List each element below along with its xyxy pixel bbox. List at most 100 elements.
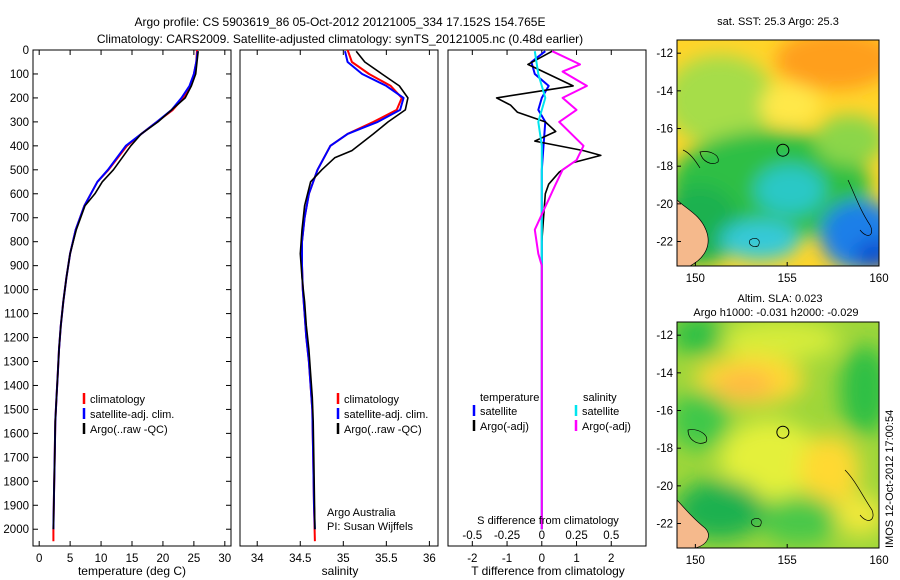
series-line-salinity-argo-adj- (533, 50, 588, 530)
difference-axes (447, 49, 647, 547)
map-x-tick-label: 150 (686, 273, 705, 285)
x-tick-label: -1 (502, 553, 512, 565)
legend-temperature-title: temperature (480, 392, 539, 404)
salinity-annotation-line1: Argo Australia (327, 507, 396, 519)
top-tick-label: -0.25 (494, 530, 520, 542)
sla-map-panel: Altim. SLA: 0.023 Argo h1000: -0.031 h20… (656, 293, 889, 567)
x-tick-label: 36 (423, 553, 436, 565)
map-y-tick-label: -22 (656, 237, 673, 249)
legend-sal-sat: satellite (582, 406, 619, 418)
y-tick-label: 1200 (3, 333, 29, 345)
legend-climatology: climatology (90, 394, 146, 406)
salinity-axes (239, 49, 439, 547)
x-tick-label: 35 (337, 553, 350, 565)
legend-argo: Argo(..raw -QC) (344, 424, 422, 436)
legend-salinity-title: salinity (583, 392, 617, 404)
legend-sal-argo: Argo(-adj) (582, 421, 631, 433)
x-tick-label: 30 (218, 553, 231, 565)
y-tick-label: 800 (10, 237, 29, 249)
series-line-temperature-argo-adj- (495, 50, 602, 530)
map-y-tick-label: -18 (656, 443, 673, 455)
y-tick-label: 200 (10, 93, 29, 105)
x-tick-label: 10 (95, 553, 108, 565)
x-tick-label: 25 (187, 553, 200, 565)
legend-argo: Argo(..raw -QC) (90, 424, 168, 436)
temperature-legend: climatology satellite-adj. clim. Argo(..… (82, 393, 174, 436)
sla-y-axis: -12 -14 -16 -18 -20 -22 (656, 330, 681, 531)
x-tick-label: 5 (67, 553, 73, 565)
x-tick-label: 0 (539, 553, 545, 565)
y-tick-label: 600 (10, 189, 29, 201)
difference-top-axis: -0.5 -0.25 0 0.25 0.5 (462, 530, 619, 542)
y-tick-label: 1900 (3, 500, 29, 512)
sst-argo-marker (776, 143, 790, 157)
x-tick-label: 1 (573, 553, 579, 565)
y-tick-label: 500 (10, 165, 29, 177)
difference-xlabel: T difference from climatology (471, 564, 625, 578)
difference-series (495, 50, 602, 530)
map-x-tick-label: 155 (778, 555, 797, 567)
map-x-tick-label: 150 (686, 555, 705, 567)
difference-panel: -2 -1 0 1 2 -0.5 -0.25 0 0.25 0.5 S difference f… (447, 49, 647, 578)
top-tick-label: -0.5 (462, 530, 482, 542)
legend-satellite: satellite-adj. clim. (90, 409, 174, 421)
y-tick-label: 400 (10, 141, 29, 153)
y-tick-label: 700 (10, 213, 29, 225)
sla-map-field (677, 322, 879, 548)
difference-top-label: S difference from climatology (477, 515, 619, 527)
map-x-tick-label: 160 (869, 555, 888, 567)
series-line-satellite-adj-clim- (52, 51, 199, 530)
salinity-panel: 34 34.5 35 35.5 36 salinity climatology sate… (239, 49, 439, 578)
map-y-tick-label: -16 (656, 406, 673, 418)
salinity-xlabel: salinity (322, 564, 359, 578)
y-tick-label: 0 (23, 45, 29, 57)
x-tick-label: 20 (157, 553, 170, 565)
x-tick-label: 2 (608, 553, 614, 565)
temperature-series (52, 49, 199, 542)
y-tick-label: 100 (10, 69, 29, 81)
sla-map-frame (676, 321, 880, 549)
x-tick-label: 35.5 (375, 553, 397, 565)
y-tick-label: 1300 (3, 356, 29, 368)
x-tick-label: 34.5 (289, 553, 311, 565)
sla-map-title: Altim. SLA: 0.023 (738, 293, 823, 305)
map-x-tick-label: 160 (869, 273, 888, 285)
series-line-argo-raw-qc- (52, 51, 199, 530)
sla-x-axis: 150 155 160 (686, 544, 889, 567)
y-tick-label: 1700 (3, 452, 29, 464)
temperature-xlabel: temperature (deg C) (78, 564, 186, 578)
legend-temp-argo: Argo(-adj) (480, 421, 529, 433)
temperature-panel: 0100200300400500600700800900100011001200… (3, 45, 232, 578)
depth-axis: 0 100 200 300 400 500 600 700 800 900 1000 1100 1200… (3, 45, 231, 536)
map-y-tick-label: -22 (656, 519, 673, 531)
salinity-series (299, 49, 409, 542)
y-tick-label: 2000 (3, 524, 29, 536)
map-y-tick-label: -14 (656, 368, 673, 380)
header-line2: Climatology: CARS2009. Satellite-adjuste… (97, 32, 583, 46)
x-tick-label: 0 (36, 553, 42, 565)
map-y-tick-label: -20 (656, 199, 673, 211)
map-y-tick-label: -12 (656, 48, 673, 60)
legend-temp-sat: satellite (480, 406, 517, 418)
top-tick-label: 0.25 (565, 530, 587, 542)
salinity-legend: climatology satellite-adj. clim. Argo(..… (336, 393, 428, 436)
map-y-tick-label: -20 (656, 481, 673, 493)
y-tick-label: 1400 (3, 380, 29, 392)
sst-map-frame (676, 39, 880, 267)
y-tick-label: 1800 (3, 476, 29, 488)
y-tick-label: 1000 (3, 285, 29, 297)
x-tick-label: 15 (126, 553, 139, 565)
sst-map-title: sat. SST: 25.3 Argo: 25.3 (717, 16, 839, 28)
sst-x-axis: 150 155 160 (686, 262, 889, 285)
difference-legend: temperature satellite Argo(-adj) salinit… (472, 392, 631, 433)
sst-map-field (677, 40, 879, 266)
temperature-axes (32, 49, 232, 547)
series-line-argo-raw-qc- (299, 50, 409, 530)
x-tick-label: -2 (467, 553, 477, 565)
top-tick-label: 0 (539, 530, 545, 542)
map-y-tick-label: -18 (656, 161, 673, 173)
map-y-tick-label: -14 (656, 86, 673, 98)
map-y-tick-label: -16 (656, 124, 673, 136)
y-tick-label: 1500 (3, 404, 29, 416)
